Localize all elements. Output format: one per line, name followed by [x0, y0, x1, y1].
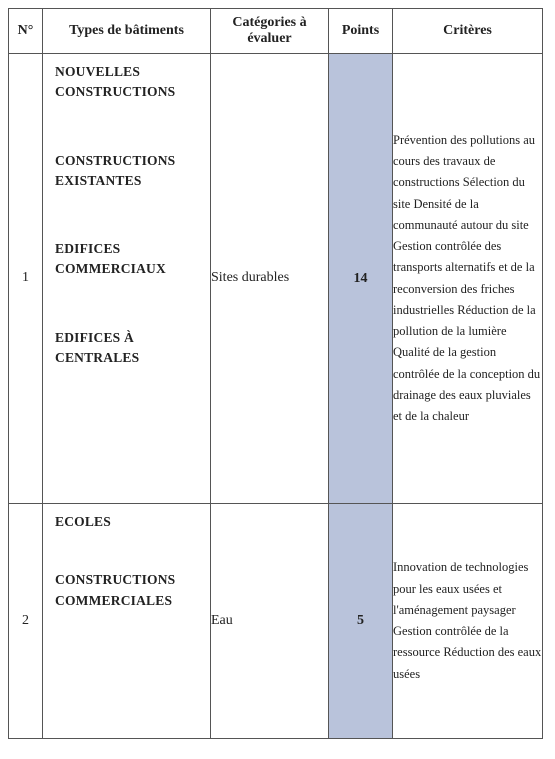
cell-category: Eau: [211, 504, 329, 739]
cell-points: 5: [329, 504, 393, 739]
table-row: 1 NOUVELLES CONSTRUCTIONS CONSTRUCTIONS …: [9, 54, 543, 504]
row-number-value: 2: [22, 613, 29, 628]
types-stack: NOUVELLES CONSTRUCTIONS CONSTRUCTIONS EX…: [43, 54, 210, 376]
points-value: 14: [354, 271, 368, 287]
table-row: 2 ECOLES CONSTRUCTIONS COMMERCIALES Eau …: [9, 504, 543, 739]
category-value: Eau: [211, 613, 233, 628]
types-stack: ECOLES CONSTRUCTIONS COMMERCIALES: [43, 504, 210, 619]
type-heading: NOUVELLES CONSTRUCTIONS: [55, 62, 202, 103]
type-heading: ECOLES: [55, 512, 202, 532]
type-heading: CONSTRUCTIONS COMMERCIALES: [55, 570, 202, 611]
criteria-text: Prévention des pollutions au cours des t…: [393, 133, 540, 423]
header-categories: Catégories à évaluer: [211, 9, 329, 54]
cell-row-number: 2: [9, 504, 43, 739]
evaluation-table: N° Types de bâtiments Catégories à évalu…: [8, 8, 543, 739]
cell-criteria: Prévention des pollutions au cours des t…: [393, 54, 543, 504]
cell-building-types: ECOLES CONSTRUCTIONS COMMERCIALES: [43, 504, 211, 739]
header-num: N°: [9, 9, 43, 54]
points-value: 5: [357, 613, 364, 629]
header-points: Points: [329, 9, 393, 54]
type-heading: EDIFICES À CENTRALES: [55, 328, 202, 369]
type-heading: EDIFICES COMMERCIAUX: [55, 239, 202, 280]
type-heading: CONSTRUCTIONS EXISTANTES: [55, 151, 202, 192]
row-number-value: 1: [22, 270, 29, 285]
criteria-text: Innovation de technologies pour les eaux…: [393, 560, 541, 680]
cell-criteria: Innovation de technologies pour les eaux…: [393, 504, 543, 739]
table-header-row: N° Types de bâtiments Catégories à évalu…: [9, 9, 543, 54]
header-types: Types de bâtiments: [43, 9, 211, 54]
cell-building-types: NOUVELLES CONSTRUCTIONS CONSTRUCTIONS EX…: [43, 54, 211, 504]
cell-row-number: 1: [9, 54, 43, 504]
cell-category: Sites durables: [211, 54, 329, 504]
category-value: Sites durables: [211, 270, 289, 285]
cell-points: 14: [329, 54, 393, 504]
header-criteria: Critères: [393, 9, 543, 54]
